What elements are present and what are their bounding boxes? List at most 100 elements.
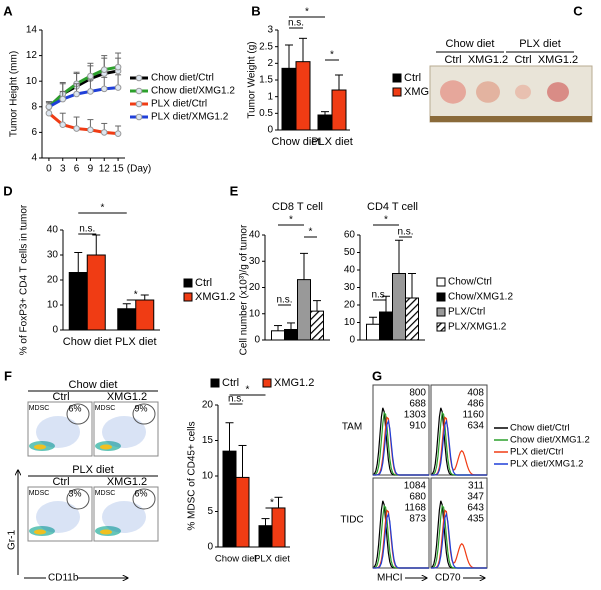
histogram [373, 419, 429, 476]
column-label: XMG1.2 [538, 54, 578, 66]
y-tick-label: 2 [267, 58, 273, 69]
legend-swatch [210, 378, 220, 388]
annotation: n.s. [276, 295, 292, 306]
y-tick-label: 20 [249, 282, 261, 293]
y-tick-label: 20 [202, 400, 214, 411]
panel-letter: B [251, 3, 260, 18]
point [100, 129, 108, 136]
flow-scatter [36, 501, 80, 533]
legend-marker [135, 87, 143, 95]
point [87, 126, 94, 134]
gate-label: MDSC [29, 405, 50, 412]
y-tick-label: 10 [202, 471, 214, 482]
row-label: TAM [342, 422, 362, 433]
y-tick-label: 10 [47, 300, 59, 311]
legend-swatch [392, 73, 402, 83]
annotation: * [134, 290, 138, 301]
x-tick-label: PLX diet [311, 136, 353, 148]
legend-swatch [436, 292, 446, 302]
histogram [431, 419, 487, 476]
gate-percent: 6% [134, 488, 147, 498]
bar [366, 323, 380, 341]
legend-swatch [262, 378, 272, 388]
bar [68, 272, 88, 331]
y-tick-label: 10 [26, 76, 38, 87]
annotation: n.s. [228, 394, 244, 405]
y-tick-label: 30 [47, 250, 59, 261]
flow-gate [132, 488, 156, 510]
bar [281, 67, 297, 131]
legend-swatch [436, 277, 446, 287]
column-label: Ctrl [52, 476, 69, 488]
annotation: * [289, 215, 293, 226]
legend-swatch [436, 307, 446, 317]
flow-gate [132, 403, 156, 425]
bar [317, 114, 333, 131]
tumor [440, 80, 466, 104]
x-axis-label: CD11b [48, 573, 79, 584]
y-tick-label: 1.5 [259, 75, 273, 86]
legend-label: PLX/Ctrl [448, 307, 485, 318]
point [100, 85, 108, 93]
y-tick-label: 3 [267, 25, 273, 36]
panel-letter: A [3, 3, 13, 18]
row-label: TIDC [340, 515, 363, 526]
histogram [431, 512, 487, 569]
mfi-value: 408 [467, 388, 484, 399]
legend-label: Chow diet/XMG1.2 [151, 86, 235, 97]
bar [222, 450, 237, 548]
legend-label: PLX diet/XMG1.2 [151, 112, 229, 123]
bar [271, 507, 286, 548]
row-title: PLX diet [72, 464, 114, 476]
y-tick-label: 5 [207, 506, 213, 517]
y-tick-label: 0 [349, 335, 355, 346]
x-tick-label: PLX diet [115, 336, 157, 348]
legend-marker [135, 74, 143, 82]
legend-label: Chow diet/Ctrl [151, 73, 214, 84]
y-tick-label: 40 [249, 230, 261, 241]
x-tick-label: 15 [113, 164, 125, 175]
flow-scatter [102, 416, 146, 448]
flow-core [100, 444, 112, 450]
panel-letter: G [372, 368, 382, 383]
gate-label: MDSC [95, 405, 116, 412]
y-tick-label: 14 [26, 25, 38, 36]
y-tick-label: 0 [267, 125, 273, 136]
bar [392, 273, 406, 341]
bar [405, 297, 419, 341]
point [59, 121, 67, 129]
point [114, 84, 122, 91]
mfi-value: 910 [409, 421, 426, 432]
tumor [547, 82, 569, 102]
bar [258, 525, 273, 548]
y-tick-label: 30 [344, 282, 356, 293]
mfi-value: 688 [409, 399, 426, 410]
annotation: n.s. [397, 227, 413, 238]
x-tick-label: Chow diet [63, 336, 112, 348]
y-axis-label: Tumor Height (mm) [9, 51, 20, 137]
gate-percent: 9% [134, 403, 147, 413]
flow-core [34, 444, 46, 450]
line [47, 112, 119, 136]
y-tick-label: 60 [344, 230, 356, 241]
y-tick-label: 2.5 [259, 41, 273, 52]
column-label: XMG1.2 [468, 54, 508, 66]
histogram [373, 512, 429, 569]
y-tick-label: 20 [47, 275, 59, 286]
mfi-value: 1084 [404, 481, 427, 492]
x-tick-label: Chow diet [272, 136, 321, 148]
point [73, 90, 80, 98]
y-tick-label: 30 [249, 256, 261, 267]
point [45, 109, 53, 117]
x-tick-label: 9 [88, 164, 94, 175]
legend-label: Chow/Ctrl [448, 277, 492, 288]
y-tick-label: 40 [47, 225, 59, 236]
legend-label: PLX diet/Ctrl [510, 447, 563, 458]
panel-title: CD4 T cell [367, 201, 418, 213]
legend-marker [135, 100, 143, 108]
x-axis-label: (Day) [127, 164, 151, 175]
point [87, 88, 94, 95]
mfi-value: 873 [409, 514, 426, 525]
bar [117, 308, 137, 331]
